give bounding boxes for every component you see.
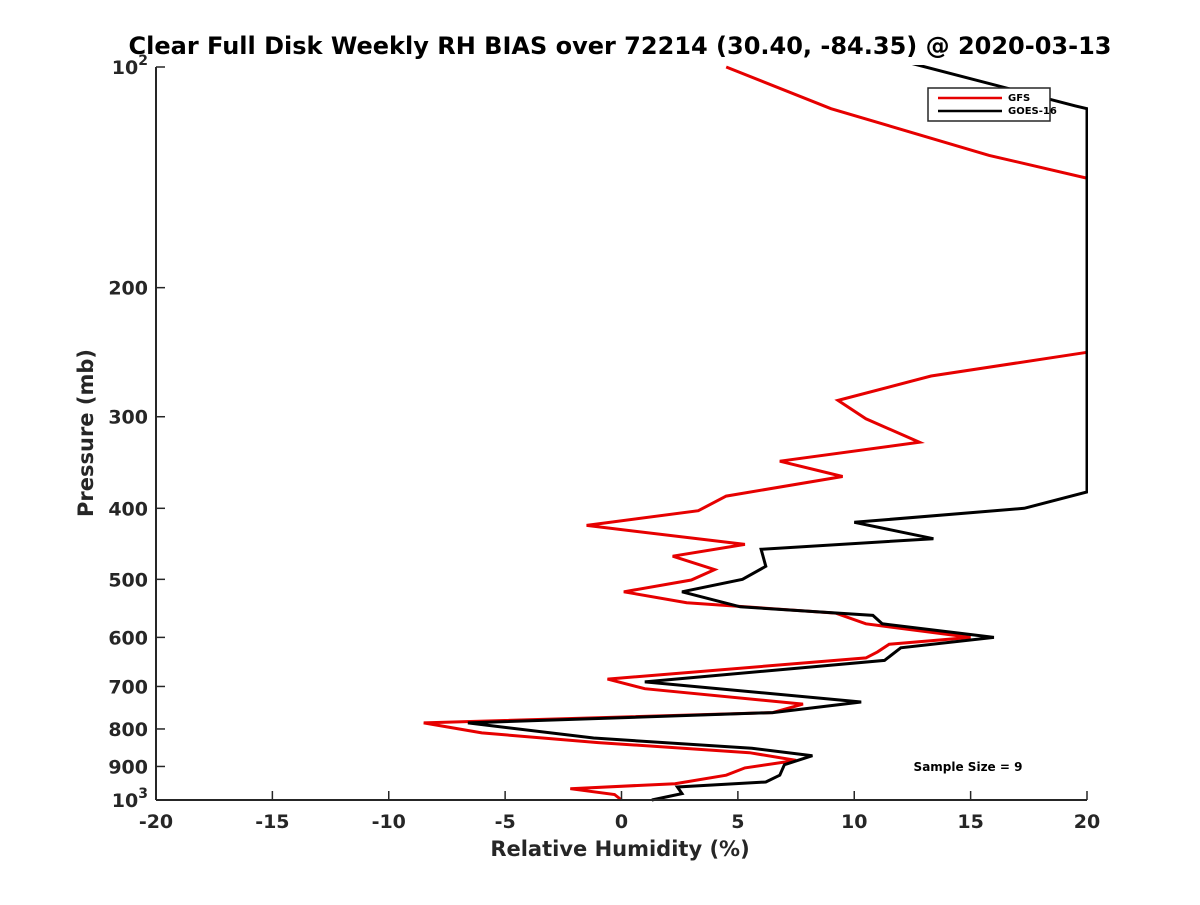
legend-box <box>927 87 1051 122</box>
y-tick-label: 103 <box>112 786 148 812</box>
series-line-goes16 <box>467 65 1088 802</box>
x-ticks: -20 -15 -10 -5 0 5 10 15 20 <box>139 791 1100 833</box>
y-tick-label: 400 <box>108 498 148 520</box>
x-tick-label: 15 <box>957 811 983 833</box>
chart-title: Clear Full Disk Weekly RH BIAS over 7221… <box>129 32 1112 60</box>
y-tick-label: 600 <box>108 627 148 649</box>
x-tick-label: 5 <box>731 811 744 833</box>
y-tick-label: 300 <box>108 407 148 429</box>
series-layer <box>423 65 1088 802</box>
sample-size-annotation: Sample Size = 9 <box>914 760 1023 774</box>
legend-label-gfs: GFS <box>1008 93 1030 104</box>
x-tick-label: 0 <box>615 811 628 833</box>
y-tick-label: 700 <box>108 676 148 698</box>
x-tick-label: -10 <box>372 811 406 833</box>
legend: GFS GOES-16 <box>927 87 1057 122</box>
x-tick-label: -5 <box>495 811 516 833</box>
y-tick-label: 800 <box>108 719 148 741</box>
x-axis-label: Relative Humidity (%) <box>490 837 749 861</box>
y-tick-label: 500 <box>108 569 148 591</box>
y-axis-label: Pressure (mb) <box>74 349 98 517</box>
legend-label-goes16: GOES-16 <box>1008 106 1057 117</box>
y-tick-label: 102 <box>112 53 148 79</box>
x-tick-label: 20 <box>1074 811 1100 833</box>
x-tick-label: -20 <box>139 811 173 833</box>
x-tick-label: -15 <box>255 811 289 833</box>
y-tick-label: 200 <box>108 278 148 300</box>
x-tick-label: 10 <box>841 811 867 833</box>
y-ticks: 102 200 300 400 500 600 700 800 900 103 <box>108 53 165 812</box>
y-tick-label: 900 <box>108 756 148 778</box>
